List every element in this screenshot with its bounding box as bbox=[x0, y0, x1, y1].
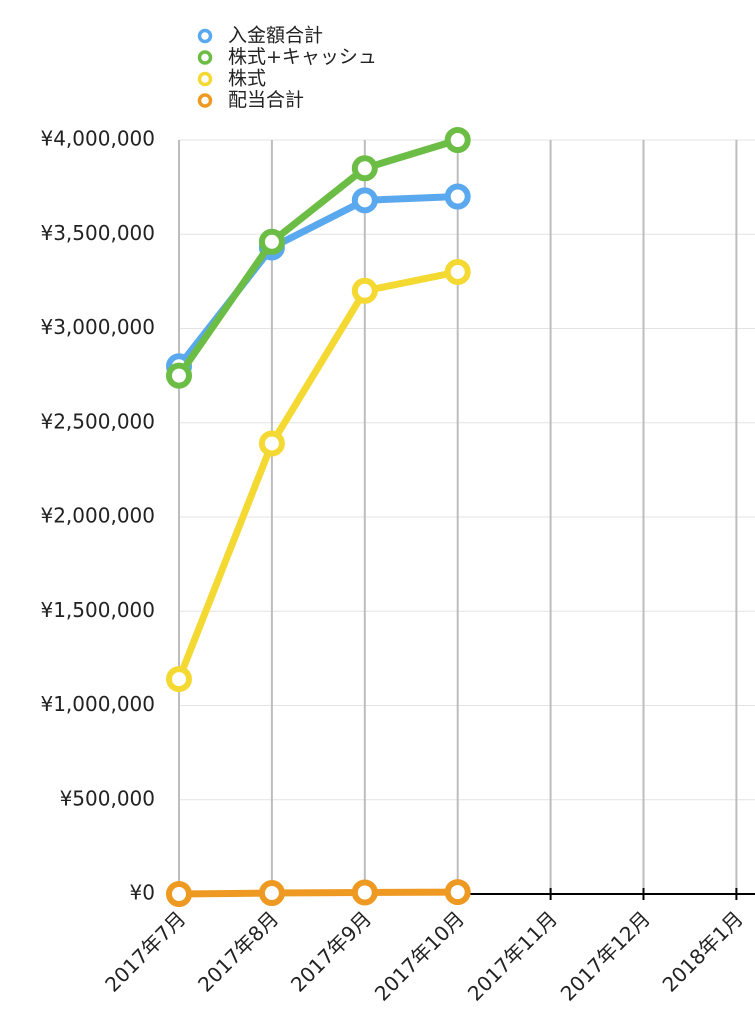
data-point bbox=[351, 879, 378, 906]
legend-marker bbox=[197, 93, 213, 108]
x-tick-label: 2017年8月 bbox=[193, 906, 283, 996]
y-tick-label: ¥0 bbox=[130, 881, 155, 905]
y-tick-label: ¥1,500,000 bbox=[40, 598, 155, 622]
x-tick-label: 2018年1月 bbox=[658, 906, 748, 996]
data-point bbox=[444, 258, 471, 285]
legend-label: 株式+キャッシュ bbox=[228, 46, 377, 68]
legend-label: 株式 bbox=[228, 68, 266, 90]
data-point bbox=[166, 881, 192, 907]
data-point bbox=[166, 666, 192, 693]
x-tick-label: 2017年10月 bbox=[370, 906, 469, 1005]
x-tick-label: 2017年7月 bbox=[100, 906, 190, 996]
legend-marker bbox=[197, 50, 213, 65]
data-point bbox=[444, 127, 471, 153]
legend-marker bbox=[197, 71, 213, 87]
data-point bbox=[351, 277, 378, 304]
data-point bbox=[258, 228, 285, 255]
data-point bbox=[258, 880, 285, 907]
data-point bbox=[351, 187, 378, 214]
data-point bbox=[444, 183, 471, 210]
y-tick-label: ¥500,000 bbox=[60, 786, 155, 810]
legend-label: 配当合計 bbox=[228, 89, 304, 111]
y-tick-label: ¥3,000,000 bbox=[40, 315, 155, 339]
data-point bbox=[258, 430, 285, 457]
y-tick-label: ¥1,000,000 bbox=[40, 692, 155, 716]
y-tick-label: ¥4,000,000 bbox=[40, 127, 155, 151]
legend-label: 入金額合計 bbox=[228, 25, 323, 47]
data-point bbox=[166, 362, 192, 389]
series-line bbox=[175, 268, 459, 681]
series-line bbox=[178, 888, 458, 898]
data-point bbox=[444, 879, 471, 906]
y-tick-label: ¥3,500,000 bbox=[40, 221, 155, 245]
data-point bbox=[351, 155, 378, 182]
y-tick-label: ¥2,000,000 bbox=[40, 504, 155, 528]
series-line bbox=[176, 136, 459, 378]
x-tick-label: 2017年12月 bbox=[556, 906, 655, 1005]
y-tick-label: ¥2,500,000 bbox=[40, 409, 155, 433]
x-tick-label: 2017年11月 bbox=[463, 906, 562, 1005]
x-tick-label: 2017年9月 bbox=[286, 906, 376, 996]
legend-marker bbox=[197, 28, 213, 44]
